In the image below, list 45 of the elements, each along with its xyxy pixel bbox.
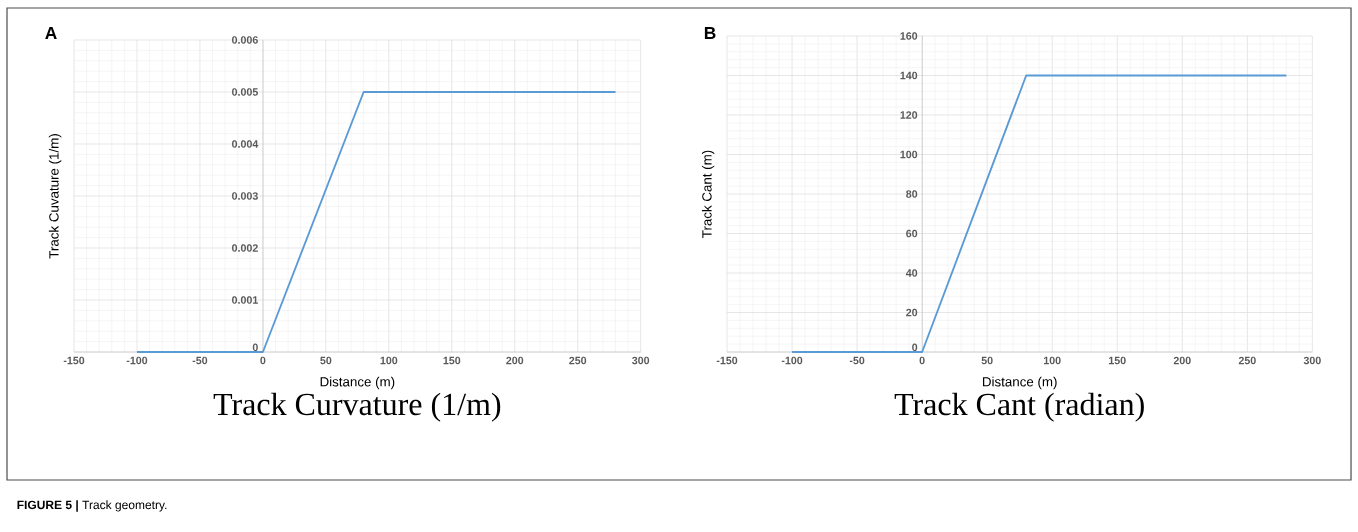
x-tick-label: -150 [716, 356, 738, 365]
y-tick-label: 0 [912, 343, 918, 352]
y-tick-label: 0 [252, 343, 258, 352]
x-tick-label: 200 [1173, 356, 1191, 365]
x-tick-label: 150 [443, 356, 461, 365]
text: B [704, 27, 716, 39]
x-tick-label: -150 [63, 356, 85, 365]
x-tick-label: 50 [981, 356, 993, 365]
x-tick-label: 100 [1043, 356, 1061, 365]
y-tick-label: 40 [905, 269, 918, 277]
y-tick-label: 60 [906, 229, 918, 238]
text: FIGURE 5 | Track geometry. [17, 500, 167, 512]
y-tick-label: 20 [906, 308, 918, 317]
x-tick-label: 200 [506, 356, 524, 365]
y-tick-label: 0.002 [232, 244, 258, 252]
x-tick-label: -100 [781, 356, 803, 365]
y-tick-label: 100 [900, 150, 918, 159]
y-tick-label: 0.005 [232, 88, 258, 96]
x-tick-label: 0 [260, 356, 266, 365]
x-tick-label: 300 [1303, 356, 1321, 365]
x-tick-label: 50 [320, 356, 332, 365]
x-tick-label: 100 [380, 356, 398, 365]
y-tick-label: 0.003 [232, 192, 258, 200]
x-axis-title: Distance (m) [320, 376, 395, 390]
x-tick-label: -100 [126, 356, 148, 365]
y-axis-title: Track Cuvature (1/m) [48, 134, 62, 259]
y-tick-label: 120 [900, 111, 918, 119]
x-axis-title: Distance (m) [982, 376, 1057, 390]
x-tick-label: -50 [192, 356, 208, 365]
x-tick-label: 0 [919, 356, 925, 365]
x-tick-label: 150 [1109, 356, 1126, 365]
y-tick-label: 0.001 [232, 296, 258, 304]
y-tick-label: 160 [900, 32, 918, 40]
text: Track Cant (radian) [894, 392, 1144, 422]
x-tick-label: 250 [1238, 356, 1256, 365]
y-tick-label: 0.004 [232, 140, 259, 148]
x-tick-label: 250 [569, 356, 587, 365]
y-tick-label: 0.006 [232, 36, 258, 44]
y-tick-label: 80 [906, 190, 918, 198]
text: A [45, 27, 57, 39]
y-tick-label: 140 [900, 71, 918, 80]
y-axis-title: Track Cant (m) [701, 150, 715, 238]
x-tick-label: 300 [632, 356, 650, 365]
text: Track Curvature (1/m) [213, 392, 501, 422]
x-tick-label: -50 [849, 356, 865, 365]
